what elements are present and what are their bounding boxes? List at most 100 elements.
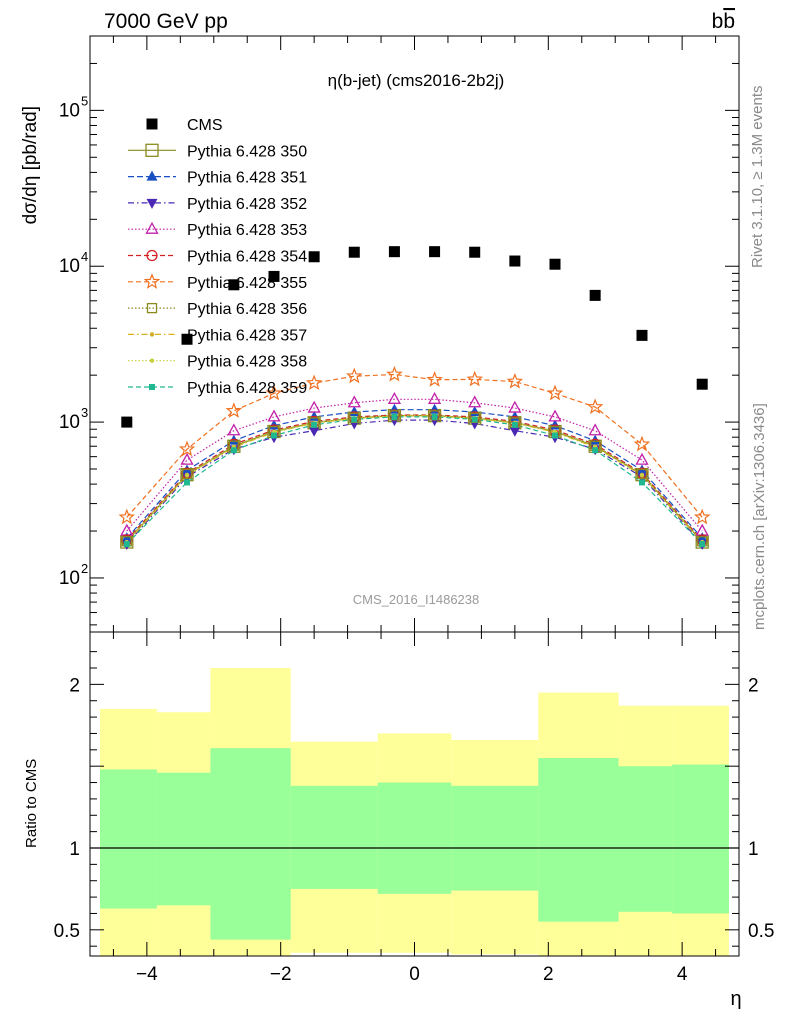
x-tick-label: −4: [136, 964, 158, 985]
ratio-y-tick-label-right: 0.5: [748, 921, 774, 942]
legend-label: Pythia 6.428 350: [187, 143, 307, 160]
data-point-series-10: [511, 421, 518, 428]
x-axis-label: η: [730, 988, 741, 1010]
ratio-uncertainty-bands: [90, 668, 739, 956]
data-point-series-10: [123, 541, 130, 548]
data-point-series-4: [387, 391, 402, 404]
data-point-series-4: [468, 395, 482, 408]
data-point-series-0: [636, 329, 648, 341]
ratio-tick-labels: 0.5 0.5 1 1 2 2 −4 −2 0 2 4: [54, 675, 775, 985]
data-point-series-4: [347, 395, 361, 408]
legend-label: Pythia 6.428 352: [187, 196, 307, 213]
data-point-series-10: [391, 413, 398, 420]
ratio-y-tick-label-right: 2: [748, 675, 759, 696]
data-point-series-10: [351, 416, 358, 423]
header-left-label: 7000 GeV pp: [104, 10, 228, 33]
legend-label: Pythia 6.428 353: [187, 222, 307, 239]
data-point-series-4: [307, 400, 321, 413]
legend-label: Pythia 6.428 351: [187, 170, 307, 187]
data-point-series-6: [178, 440, 196, 457]
data-point-series-10: [270, 432, 277, 439]
series-line-5: [126, 414, 703, 541]
series-lines: [126, 373, 703, 545]
data-point-series-0: [308, 251, 320, 263]
legend-label: Pythia 6.428 356: [187, 301, 307, 318]
legend-label: Pythia 6.428 358: [187, 354, 307, 371]
data-point-series-0: [469, 246, 481, 258]
series-markers: [118, 246, 711, 551]
legend-marker: [146, 170, 158, 181]
data-point-series-6: [693, 508, 711, 525]
series-line-8: [126, 415, 703, 544]
data-point-series-6: [305, 374, 323, 391]
main-y-tick-exponent: 5: [81, 93, 88, 108]
legend-marker: [149, 358, 155, 363]
data-point-series-10: [552, 432, 559, 439]
legend-label: Pythia 6.428 355: [187, 275, 307, 292]
ratio-plot-frame: [89, 631, 740, 957]
data-point-series-10: [471, 416, 478, 423]
series-line-1: [126, 415, 703, 543]
data-point-series-10: [638, 479, 645, 486]
main-y-tick-label: 10: [59, 568, 80, 589]
data-point-series-6: [345, 367, 363, 384]
ratio-plot-panel: 0.5 0.5 1 1 2 2 −4 −2 0 2 4 Ratio to CMS η: [23, 631, 775, 1010]
data-point-series-0: [509, 255, 521, 267]
x-tick-label: −2: [270, 964, 292, 985]
mcplots-label: mcplots.cern.ch [arXiv:1306.3436]: [751, 403, 768, 630]
main-y-tick-exponent: 3: [81, 405, 88, 420]
data-point-series-7: [636, 468, 648, 480]
ratio-band-green-bin: [672, 764, 729, 914]
ratio-band-green-bin: [618, 766, 673, 912]
series-line-4: [126, 398, 703, 532]
data-point-series-4: [588, 423, 602, 436]
ratio-y-tick-label-left: 1: [69, 839, 80, 860]
ratio-band-green-bin: [290, 785, 378, 889]
series-line-9: [126, 415, 703, 543]
legend: CMS Pythia 6.428 350 Pythia 6.428 351 Pythi…: [128, 117, 307, 397]
data-point-series-10: [184, 479, 191, 486]
data-point-series-0: [348, 246, 360, 258]
data-point-series-3: [509, 426, 521, 437]
main-y-tick-label: 10: [59, 100, 80, 121]
data-point-series-0: [589, 289, 601, 301]
header-right-label: bb: [712, 10, 735, 33]
ratio-y-axis-label: Ratio to CMS: [23, 759, 40, 848]
series-line-10: [126, 416, 703, 545]
data-point-series-7: [181, 468, 193, 480]
data-point-series-0: [228, 279, 240, 291]
data-point-series-4: [508, 400, 522, 413]
ratio-band-green-bin: [100, 769, 157, 909]
ratio-band-green-bin: [377, 782, 452, 894]
legend-label: CMS: [187, 117, 223, 134]
data-point-series-6: [546, 384, 564, 401]
main-y-axis-label: dσ/dη [pb/rad]: [20, 106, 41, 224]
main-y-tick-exponent: 2: [81, 561, 88, 576]
legend-label: Pythia 6.428 357: [187, 327, 307, 344]
data-point-series-6: [633, 435, 651, 452]
ratio-band-green-bin: [156, 772, 211, 906]
chart-title: η(b-jet) (cms2016-2b2j): [328, 71, 505, 90]
ratio-axis-ticks: [90, 632, 739, 956]
main-y-tick-label: 10: [59, 256, 80, 277]
series-line-3: [126, 419, 703, 545]
legend-label: Pythia 6.428 354: [187, 249, 307, 266]
data-point-series-0: [268, 270, 280, 282]
data-point-series-6: [225, 402, 243, 418]
legend-marker: [145, 143, 159, 157]
x-tick-label: 2: [543, 964, 554, 985]
data-point-series-6: [118, 508, 136, 525]
data-point-series-10: [230, 447, 237, 454]
data-point-series-10: [592, 447, 599, 454]
data-point-series-4: [267, 409, 281, 422]
data-point-series-4: [180, 452, 194, 465]
data-point-series-6: [466, 370, 483, 387]
data-point-series-0: [388, 246, 400, 258]
data-point-series-4: [548, 409, 562, 422]
data-point-series-4: [635, 452, 649, 465]
legend-marker: [143, 273, 161, 289]
data-point-series-0: [181, 333, 193, 345]
data-point-series-9: [639, 472, 645, 478]
